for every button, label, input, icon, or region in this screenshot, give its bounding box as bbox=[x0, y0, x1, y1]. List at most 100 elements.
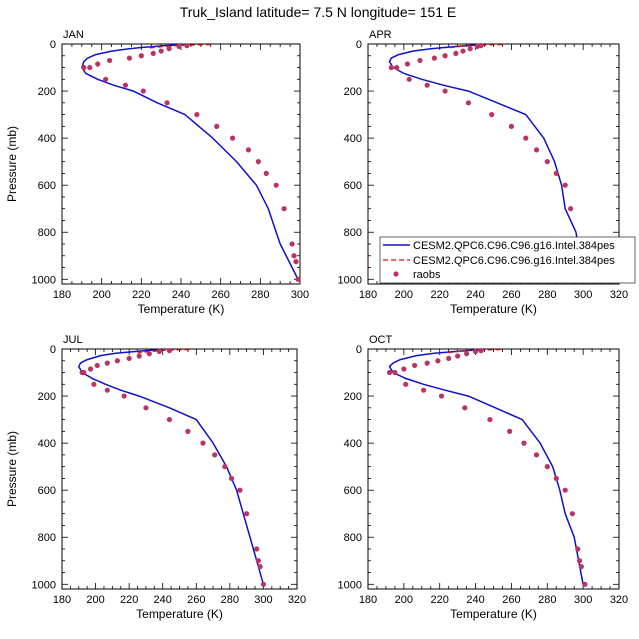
raobs-point bbox=[576, 558, 583, 564]
x-tick-label: 280 bbox=[538, 289, 556, 301]
raobs-point bbox=[404, 61, 411, 67]
raobs-point bbox=[104, 387, 110, 393]
raobs-point bbox=[438, 393, 445, 399]
raobs-point bbox=[412, 362, 418, 369]
raobs-point bbox=[478, 348, 484, 354]
raobs-point bbox=[254, 546, 260, 552]
raobs-point bbox=[107, 57, 113, 64]
raobs-point bbox=[194, 111, 200, 118]
x-tick-label: 240 bbox=[172, 289, 190, 301]
raobs-point bbox=[212, 452, 218, 458]
raobs-point bbox=[87, 366, 94, 372]
x-axis-label: Temperature (K) bbox=[450, 302, 537, 316]
raobs-point bbox=[462, 405, 468, 411]
raobs-point bbox=[237, 487, 243, 493]
raobs-point bbox=[489, 111, 495, 118]
x-tick-label: 300 bbox=[574, 289, 592, 301]
raobs-point bbox=[104, 360, 110, 366]
model-line-solid bbox=[388, 348, 584, 585]
panel-title: JUL bbox=[63, 334, 83, 346]
raobs-point bbox=[394, 64, 400, 71]
raobs-point bbox=[424, 82, 430, 88]
y-tick-label: 600 bbox=[344, 180, 362, 192]
raobs-point bbox=[508, 123, 515, 129]
panel-jul: 180 200 220 240 260 280 300 320 0 200 400 600 800 100… bbox=[5, 334, 306, 621]
y-tick-label: 400 bbox=[344, 438, 362, 450]
y-tick-label: 0 bbox=[50, 39, 56, 51]
x-tick-label: 240 bbox=[466, 594, 484, 606]
y-tick-label: 200 bbox=[344, 86, 362, 98]
raobs-point bbox=[553, 475, 559, 482]
raobs-point bbox=[244, 511, 250, 517]
y-axis-label: Pressure (mb) bbox=[5, 126, 19, 202]
raobs-point bbox=[156, 348, 162, 354]
x-tick-label: 180 bbox=[53, 289, 71, 301]
x-tick-label: 320 bbox=[610, 289, 628, 301]
y-tick-label: 800 bbox=[38, 227, 56, 239]
x-tick-label: 280 bbox=[538, 594, 556, 606]
y-tick-label: 0 bbox=[356, 344, 362, 356]
x-axis-label: Temperature (K) bbox=[138, 302, 225, 316]
y-tick-label: 1000 bbox=[32, 274, 56, 286]
raobs-point bbox=[245, 147, 252, 153]
raobs-point bbox=[420, 387, 427, 393]
raobs-point bbox=[140, 88, 146, 94]
raobs-point bbox=[567, 206, 574, 212]
raobs-point bbox=[255, 159, 261, 165]
raobs-point bbox=[228, 475, 235, 482]
raobs-point bbox=[386, 369, 393, 376]
raobs-point bbox=[166, 46, 172, 52]
raobs-point bbox=[435, 358, 441, 364]
raobs-point bbox=[467, 46, 473, 52]
raobs-point bbox=[388, 64, 394, 71]
x-tick-label: 300 bbox=[254, 594, 272, 606]
x-tick-label: 200 bbox=[395, 289, 413, 301]
panel-title: OCT bbox=[369, 334, 393, 346]
panel-title: APR bbox=[369, 29, 392, 41]
raobs-point bbox=[126, 55, 133, 61]
legend-label-solid: CESM2.QPC6.C96.C96.g16.Intel.384pes bbox=[413, 240, 615, 252]
raobs-point bbox=[200, 440, 206, 446]
y-tick-label: 200 bbox=[38, 391, 56, 403]
raobs-point bbox=[150, 50, 156, 57]
model-line-solid bbox=[388, 43, 584, 280]
x-tick-label: 280 bbox=[251, 289, 269, 301]
raobs-point bbox=[158, 48, 164, 54]
raobs-point bbox=[281, 206, 287, 212]
raobs-point bbox=[406, 76, 412, 82]
x-tick-label: 200 bbox=[395, 594, 413, 606]
y-tick-label: 200 bbox=[38, 86, 56, 98]
raobs-point bbox=[257, 564, 263, 570]
y-tick-label: 800 bbox=[38, 532, 56, 544]
raobs-point bbox=[464, 351, 470, 357]
x-tick-label: 200 bbox=[86, 594, 104, 606]
y-tick-label: 0 bbox=[356, 39, 362, 51]
raobs-point bbox=[553, 170, 559, 177]
raobs-point bbox=[295, 276, 301, 282]
raobs-point bbox=[289, 241, 295, 247]
raobs-point bbox=[442, 88, 448, 94]
raobs-point bbox=[146, 351, 152, 357]
x-tick-label: 260 bbox=[502, 289, 520, 301]
y-tick-label: 1000 bbox=[32, 579, 56, 591]
x-tick-label: 260 bbox=[502, 594, 520, 606]
x-tick-label: 300 bbox=[291, 289, 309, 301]
x-tick-label: 180 bbox=[359, 289, 377, 301]
raobs-point bbox=[95, 61, 101, 67]
x-tick-label: 300 bbox=[574, 594, 592, 606]
raobs-point bbox=[114, 358, 120, 364]
x-tick-label: 320 bbox=[288, 594, 306, 606]
raobs-point bbox=[533, 452, 540, 458]
raobs-point bbox=[121, 393, 127, 399]
raobs-point bbox=[81, 64, 87, 71]
raobs-point bbox=[184, 43, 190, 49]
raobs-point bbox=[166, 348, 173, 354]
model-line-dashed bbox=[137, 349, 190, 354]
legend-label-dots: raobs bbox=[413, 269, 441, 281]
raobs-point bbox=[544, 464, 550, 470]
raobs-point bbox=[255, 558, 261, 564]
raobs-point bbox=[185, 428, 191, 434]
raobs-point bbox=[103, 76, 109, 82]
raobs-point bbox=[143, 405, 149, 411]
